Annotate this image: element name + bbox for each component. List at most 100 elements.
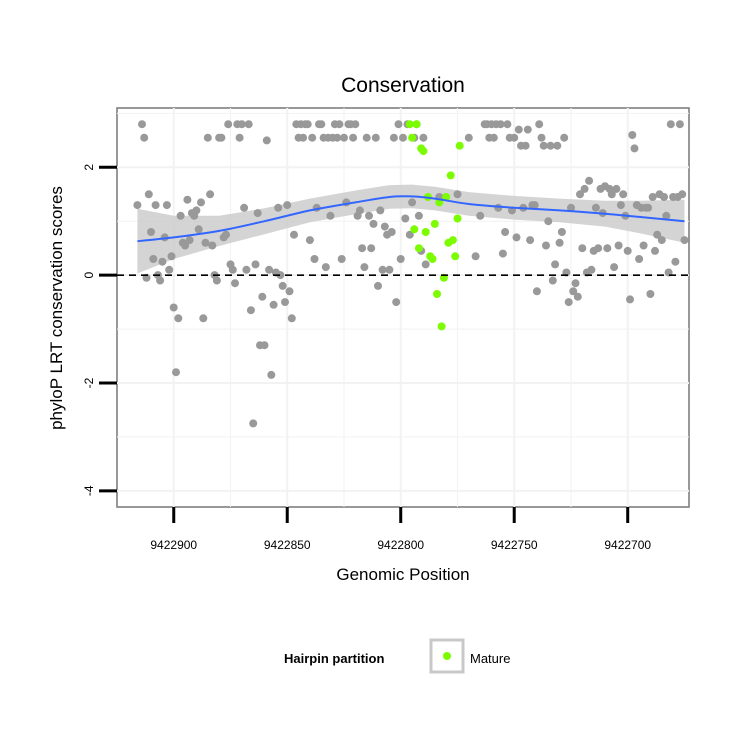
point-other bbox=[333, 133, 342, 142]
point-other bbox=[614, 241, 623, 250]
point-other bbox=[551, 260, 560, 269]
point-other bbox=[399, 133, 407, 142]
point-other bbox=[335, 120, 344, 129]
point-mature bbox=[453, 214, 462, 223]
point-other bbox=[610, 263, 619, 272]
point-other bbox=[510, 133, 519, 142]
point-other bbox=[285, 287, 294, 296]
point-other bbox=[453, 190, 462, 199]
point-other bbox=[396, 255, 405, 263]
point-mature bbox=[412, 120, 421, 129]
point-other bbox=[251, 260, 260, 269]
point-other bbox=[299, 133, 308, 142]
point-other bbox=[158, 257, 167, 266]
point-other bbox=[138, 120, 146, 129]
point-other bbox=[224, 120, 233, 129]
point-other bbox=[542, 241, 550, 250]
point-other bbox=[203, 133, 212, 142]
point-other bbox=[169, 303, 178, 312]
point-other bbox=[358, 244, 367, 253]
point-other bbox=[185, 236, 194, 245]
x-tick-label: 9422850 bbox=[264, 538, 311, 552]
point-other bbox=[616, 201, 625, 210]
legend: Hairpin partition Mature bbox=[284, 638, 510, 674]
point-other bbox=[167, 252, 176, 261]
point-other bbox=[274, 203, 283, 212]
point-other bbox=[644, 203, 653, 212]
point-mature bbox=[448, 236, 457, 245]
point-other bbox=[623, 246, 632, 255]
point-mature bbox=[414, 244, 423, 253]
point-other bbox=[149, 255, 158, 263]
point-other bbox=[653, 230, 662, 239]
point-other bbox=[326, 211, 335, 220]
point-other bbox=[580, 184, 589, 193]
y-axis-title: phyloP LRT conservation scores bbox=[47, 186, 66, 430]
y-tick-label: -4 bbox=[82, 485, 96, 496]
legend-label-mature: Mature bbox=[470, 651, 510, 666]
point-other bbox=[242, 265, 251, 274]
point-other bbox=[240, 203, 249, 212]
point-other bbox=[385, 265, 394, 274]
y-tick-label: 2 bbox=[82, 164, 96, 171]
point-other bbox=[660, 193, 668, 201]
point-other bbox=[612, 184, 621, 193]
point-mature bbox=[455, 141, 464, 150]
point-other bbox=[578, 244, 587, 253]
y-tick-label: 0 bbox=[82, 271, 96, 278]
point-other bbox=[657, 236, 666, 245]
point-other bbox=[367, 244, 376, 253]
point-mature bbox=[446, 171, 455, 180]
point-other bbox=[310, 255, 319, 263]
point-other bbox=[140, 133, 149, 142]
point-other bbox=[260, 341, 269, 350]
point-other bbox=[421, 260, 430, 269]
point-mature bbox=[437, 322, 446, 331]
point-other bbox=[607, 190, 616, 199]
point-other bbox=[199, 314, 208, 323]
point-other bbox=[537, 133, 546, 142]
point-other bbox=[249, 419, 258, 428]
point-other bbox=[165, 265, 174, 274]
x-tick-label: 9422700 bbox=[604, 538, 651, 552]
point-other bbox=[530, 201, 539, 210]
point-other bbox=[208, 241, 217, 250]
point-other bbox=[539, 141, 548, 150]
point-other bbox=[532, 287, 541, 296]
smooth-trend-line bbox=[137, 195, 685, 243]
point-other bbox=[619, 190, 628, 199]
plot-panel bbox=[116, 107, 690, 508]
point-other bbox=[349, 133, 358, 142]
point-other bbox=[360, 263, 369, 272]
point-other bbox=[174, 314, 183, 323]
smooth-line bbox=[137, 195, 685, 243]
point-other bbox=[503, 120, 512, 129]
point-other bbox=[206, 190, 215, 199]
point-other bbox=[378, 265, 387, 274]
point-other bbox=[369, 219, 378, 228]
point-other bbox=[405, 230, 414, 239]
point-other bbox=[287, 314, 296, 323]
point-other bbox=[557, 228, 566, 236]
point-other bbox=[471, 252, 480, 261]
point-other bbox=[162, 201, 171, 210]
point-other bbox=[305, 236, 314, 245]
point-other bbox=[544, 217, 553, 226]
point-other bbox=[496, 120, 505, 129]
point-other bbox=[201, 238, 210, 247]
point-other bbox=[147, 228, 155, 236]
x-tick-label: 9422900 bbox=[150, 538, 197, 552]
y-tick-label: -2 bbox=[82, 377, 96, 388]
point-other bbox=[630, 144, 639, 153]
point-other bbox=[553, 141, 562, 150]
point-other bbox=[246, 306, 255, 315]
point-other bbox=[675, 120, 684, 129]
scatter-points bbox=[133, 120, 689, 428]
point-other bbox=[680, 236, 689, 245]
point-other bbox=[303, 120, 312, 129]
point-other bbox=[628, 131, 637, 139]
point-other bbox=[678, 190, 687, 199]
point-other bbox=[419, 133, 428, 142]
point-other bbox=[523, 125, 532, 134]
